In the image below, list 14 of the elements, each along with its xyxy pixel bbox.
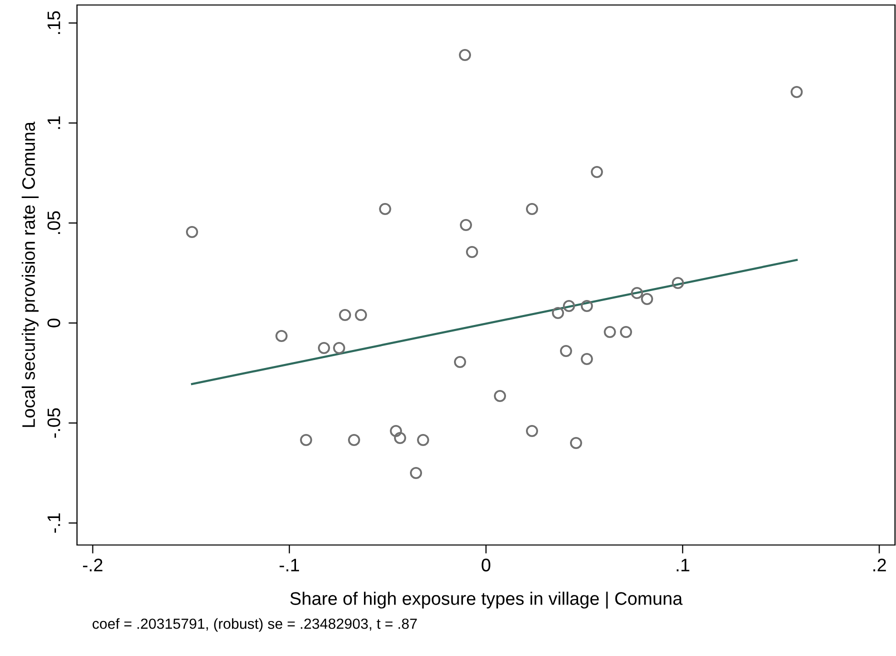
y-tick-label: -.05 (47, 408, 60, 438)
x-tick-label: .1 (676, 558, 690, 572)
x-axis-title: Share of high exposure types in village | Comuna (290, 592, 683, 609)
x-tick-label: -.1 (280, 558, 300, 572)
text: coef = .20315791, (robust) se = .23482903, t = .87 (92, 618, 417, 632)
y-tick-label: .15 (48, 11, 60, 34)
y-tick-label: -.1 (48, 513, 60, 533)
x-tick-label: 0 (482, 558, 490, 572)
y-tick-label: .1 (48, 116, 60, 129)
y-tick-label: 0 (47, 318, 60, 328)
y-axis-title: Local security provision rate | Comuna (22, 122, 39, 427)
x-tick-label: -.2 (83, 558, 102, 572)
y-tick-label: .05 (47, 211, 60, 234)
x-tick-label: .2 (873, 558, 886, 572)
